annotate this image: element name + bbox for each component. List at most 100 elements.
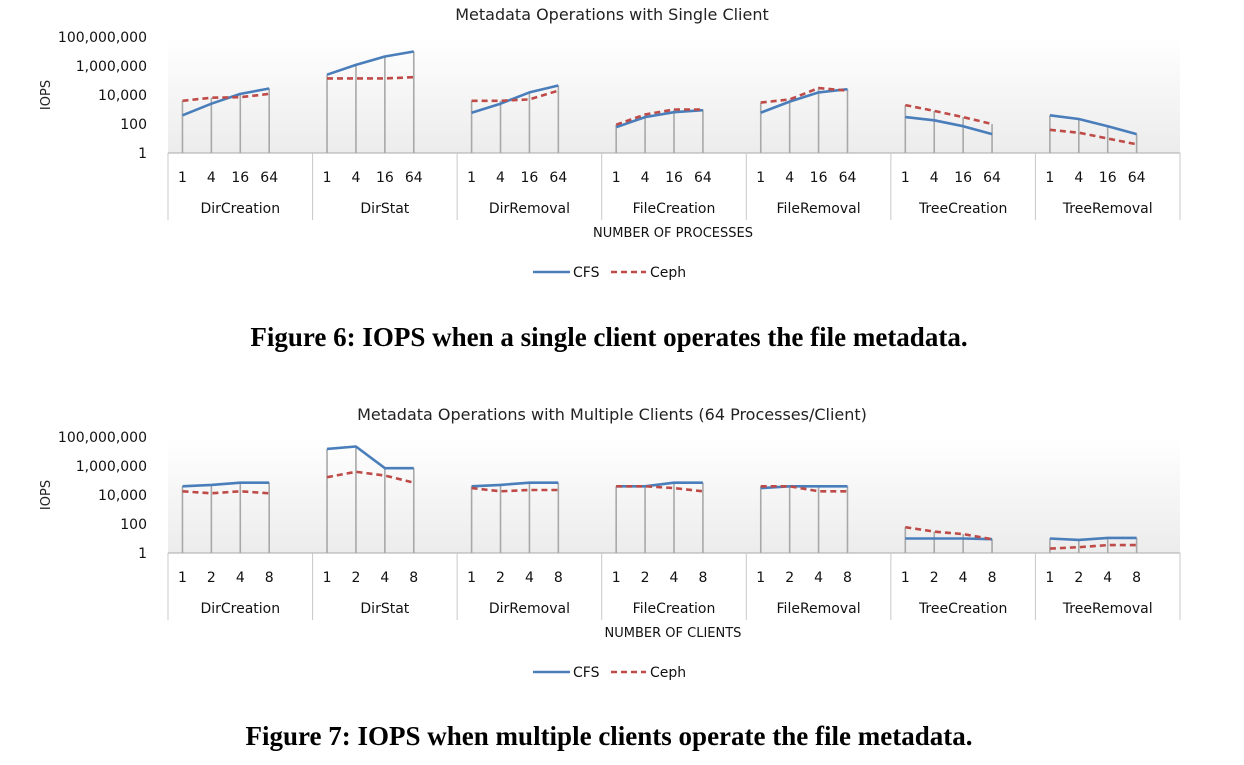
x-tick-label: 8 bbox=[698, 570, 707, 586]
group-label: DirStat bbox=[360, 201, 409, 217]
series-cfs-line bbox=[615, 108, 703, 129]
x-tick-label: 2 bbox=[351, 570, 360, 586]
x-tick-label: 4 bbox=[785, 170, 794, 186]
series-cfs-line bbox=[760, 87, 848, 114]
group-label: DirRemoval bbox=[489, 601, 570, 617]
x-tick-label: 16 bbox=[810, 170, 828, 186]
x-tick-label: 2 bbox=[496, 570, 505, 586]
x-tick-label: 4 bbox=[959, 570, 968, 586]
legend-label-cfs: CFS bbox=[573, 265, 600, 281]
series-ceph-line bbox=[905, 103, 993, 126]
x-axis-title: NUMBER OF CLIENTS bbox=[605, 626, 742, 641]
x-tick-label: 64 bbox=[983, 170, 1001, 186]
x-tick-label: 64 bbox=[260, 170, 278, 186]
x-tick-label: 1 bbox=[323, 170, 332, 186]
x-tick-label: 4 bbox=[525, 570, 534, 586]
x-tick-label: 8 bbox=[843, 570, 852, 586]
y-axis-label: IOPS bbox=[39, 480, 54, 510]
series-ceph-line bbox=[760, 485, 848, 493]
group-label: DirCreation bbox=[200, 201, 280, 217]
x-tick-label: 2 bbox=[785, 570, 794, 586]
x-tick-label: 2 bbox=[641, 570, 650, 586]
x-tick-label: 4 bbox=[207, 170, 216, 186]
x-tick-label: 2 bbox=[1074, 570, 1083, 586]
chart-single-client: Metadata Operations with Single Client IO… bbox=[39, 5, 1181, 281]
chart-multiple-clients: Metadata Operations with Multiple Client… bbox=[39, 405, 1181, 681]
series-ceph-line bbox=[1049, 128, 1137, 146]
y-tick-label: 100 bbox=[120, 117, 147, 133]
series-ceph-line bbox=[182, 92, 270, 103]
x-tick-label: 4 bbox=[380, 570, 389, 586]
x-tick-label: 16 bbox=[665, 170, 683, 186]
group-label: DirRemoval bbox=[489, 201, 570, 217]
y-tick-label: 1 bbox=[138, 146, 147, 162]
group-label: TreeCreation bbox=[918, 601, 1007, 617]
x-tick-label: 8 bbox=[265, 570, 274, 586]
legend-label-cfs: CFS bbox=[573, 665, 600, 681]
x-tick-label: 4 bbox=[930, 170, 939, 186]
series-cfs-line bbox=[182, 87, 270, 117]
series-cfs-line bbox=[182, 481, 270, 488]
x-tick-label: 64 bbox=[694, 170, 712, 186]
x-tick-label: 1 bbox=[612, 570, 621, 586]
series-ceph-line bbox=[615, 108, 703, 126]
series-cfs-line bbox=[326, 445, 414, 470]
x-tick-label: 1 bbox=[901, 170, 910, 186]
series-cfs-line bbox=[1049, 536, 1137, 542]
x-tick-label: 2 bbox=[207, 570, 216, 586]
series-cfs-line bbox=[905, 115, 993, 136]
x-tick-label: 64 bbox=[405, 170, 423, 186]
x-tick-label: 16 bbox=[376, 170, 394, 186]
x-tick-label: 1 bbox=[467, 570, 476, 586]
series-ceph-line bbox=[471, 89, 559, 103]
group-label: DirCreation bbox=[200, 601, 280, 617]
series-ceph-line bbox=[616, 485, 704, 493]
series-ceph-line bbox=[905, 525, 993, 541]
x-tick-label: 1 bbox=[467, 170, 476, 186]
series-ceph-line bbox=[182, 490, 270, 495]
group-label: TreeCreation bbox=[918, 201, 1007, 217]
x-tick-label: 4 bbox=[670, 570, 679, 586]
x-tick-label: 8 bbox=[988, 570, 997, 586]
y-tick-label: 100,000,000 bbox=[58, 30, 147, 46]
series-ceph-line bbox=[326, 470, 415, 484]
x-tick-label: 1 bbox=[756, 570, 765, 586]
y-axis-label: IOPS bbox=[39, 80, 54, 110]
group-label: FileRemoval bbox=[777, 601, 861, 617]
x-tick-label: 4 bbox=[496, 170, 505, 186]
x-tick-label: 16 bbox=[954, 170, 972, 186]
x-tick-label: 4 bbox=[1103, 570, 1112, 586]
legend: CFS Ceph bbox=[533, 665, 686, 681]
series-cfs-line bbox=[905, 537, 993, 541]
legend-label-ceph: Ceph bbox=[650, 265, 686, 281]
y-tick-label: 1,000,000 bbox=[76, 59, 147, 75]
series-ceph-line bbox=[1049, 543, 1137, 550]
x-tick-label: 8 bbox=[409, 570, 418, 586]
series-cfs-line bbox=[326, 50, 415, 76]
x-tick-label: 1 bbox=[1045, 570, 1054, 586]
x-tick-label: 1 bbox=[612, 170, 621, 186]
x-tick-label: 1 bbox=[1045, 170, 1054, 186]
x-tick-label: 64 bbox=[839, 170, 857, 186]
x-tick-label: 1 bbox=[901, 570, 910, 586]
y-tick-label: 10,000 bbox=[98, 88, 147, 104]
series-ceph-line bbox=[760, 86, 848, 104]
y-tick-label: 1 bbox=[138, 546, 147, 562]
group-label: FileCreation bbox=[633, 601, 716, 617]
figure-7-caption: Figure 7: IOPS when multiple clients ope… bbox=[245, 721, 973, 751]
x-tick-label: 64 bbox=[549, 170, 567, 186]
legend-label-ceph: Ceph bbox=[650, 665, 686, 681]
x-tick-label: 64 bbox=[1128, 170, 1146, 186]
series-cfs-line bbox=[471, 84, 559, 114]
y-tick-label: 100,000,000 bbox=[58, 430, 147, 446]
legend: CFS Ceph bbox=[533, 265, 686, 281]
x-tick-label: 1 bbox=[756, 170, 765, 186]
x-tick-label: 2 bbox=[930, 570, 939, 586]
x-tick-label: 4 bbox=[236, 570, 245, 586]
series-cfs-line bbox=[471, 481, 559, 488]
group-label: FileCreation bbox=[633, 201, 716, 217]
x-tick-label: 16 bbox=[231, 170, 249, 186]
x-tick-label: 4 bbox=[814, 570, 823, 586]
series-cfs-line bbox=[1049, 114, 1137, 136]
y-tick-label: 10,000 bbox=[98, 488, 147, 504]
